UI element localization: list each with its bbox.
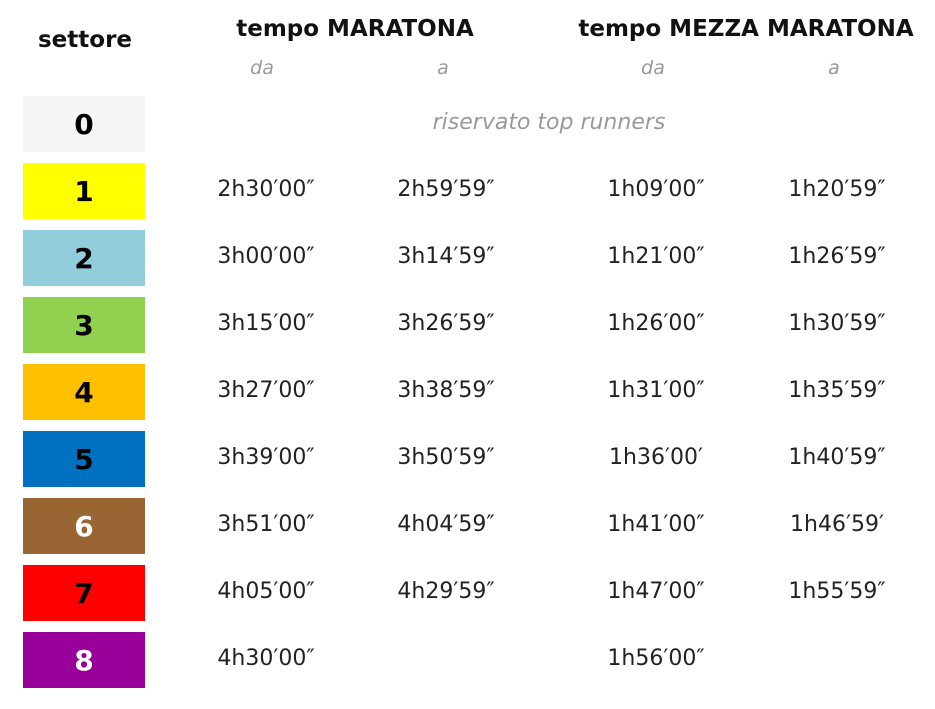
marathon-header: tempo MARATONA	[236, 16, 474, 42]
time-cell: 1h21′00″	[607, 244, 705, 269]
time-cell: 3h27′00″	[217, 378, 315, 403]
sector-box: 5	[23, 431, 145, 487]
time-cell: 2h59′59″	[397, 177, 495, 202]
time-cell: 3h50′59″	[397, 445, 495, 470]
sector-box: 7	[23, 565, 145, 621]
time-cell: 3h26′59″	[397, 311, 495, 336]
time-cell: 1h31′00″	[607, 378, 705, 403]
sector-box: 1	[23, 163, 145, 219]
time-cell: 1h36′00′	[609, 445, 703, 470]
sector-box: 6	[23, 498, 145, 554]
sector-box: 8	[23, 632, 145, 688]
half-marathon-header: tempo MEZZA MARATONA	[578, 16, 914, 42]
time-cell: 4h29′59″	[397, 579, 495, 604]
sector-box: 4	[23, 364, 145, 420]
time-cell: 3h15′00″	[217, 311, 315, 336]
time-cell: 3h14′59″	[397, 244, 495, 269]
time-cell: 3h00′00″	[217, 244, 315, 269]
time-cell: 1h26′59″	[788, 244, 886, 269]
time-cell: 4h30′00″	[217, 646, 315, 671]
time-cell: 1h41′00″	[607, 512, 705, 537]
time-cell: 1h30′59″	[788, 311, 886, 336]
half-to-header: a	[828, 57, 840, 79]
time-cell: 4h04′59″	[397, 512, 495, 537]
time-cell: 3h38′59″	[397, 378, 495, 403]
time-cell: 3h39′00″	[217, 445, 315, 470]
sector-header: settore	[37, 27, 133, 53]
note: riservato top runners	[432, 110, 666, 135]
sector-box: 0	[23, 96, 145, 152]
time-cell: 1h35′59″	[788, 378, 886, 403]
sector-box: 3	[23, 297, 145, 353]
time-cell: 1h40′59″	[788, 445, 886, 470]
time-cell: 1h26′00″	[607, 311, 705, 336]
marathon-from-header: da	[250, 57, 274, 79]
time-cell: 1h55′59″	[788, 579, 886, 604]
time-cell: 1h47′00″	[607, 579, 705, 604]
marathon-to-header: a	[437, 57, 449, 79]
half-from-header: da	[641, 57, 665, 79]
sector-box: 2	[23, 230, 145, 286]
time-cell: 1h09′00″	[607, 177, 705, 202]
time-cell: 1h20′59″	[788, 177, 886, 202]
time-cell: 4h05′00″	[217, 579, 315, 604]
time-cell: 3h51′00″	[217, 512, 315, 537]
time-cell: 1h56′00″	[607, 646, 705, 671]
time-cell: 1h46′59′	[790, 512, 884, 537]
time-cell: 2h30′00″	[217, 177, 315, 202]
